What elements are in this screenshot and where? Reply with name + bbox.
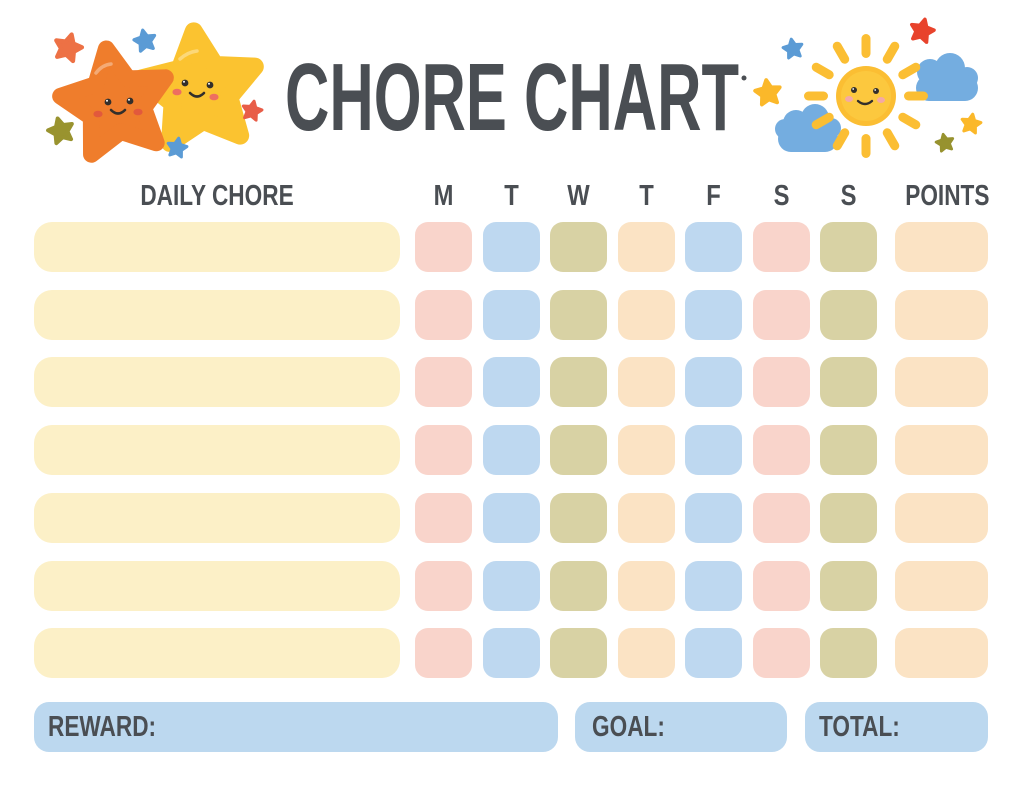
day-checkbox-row6-col4[interactable] [617,561,675,611]
day-checkbox-row5-col4[interactable] [617,493,675,543]
day-checkbox-row6-col2[interactable] [482,561,540,611]
day-header-1: M [433,180,454,212]
day-checkbox-row1-col6[interactable] [752,222,810,272]
day-checkbox-row4-col3[interactable] [550,425,607,475]
points-field-row7[interactable] [895,628,988,678]
small-olive-star-icon [935,132,955,151]
small-yellow-star-icon [754,78,782,105]
chore-name-field-row2[interactable] [34,290,400,340]
day-checkbox-row7-col7[interactable] [820,628,877,678]
day-checkbox-row5-col7[interactable] [820,493,877,543]
sun-rays [804,34,928,158]
day-checkbox-row7-col5[interactable] [685,628,742,678]
reward-field[interactable]: REWARD: [34,702,558,752]
day-checkbox-row5-col3[interactable] [550,493,607,543]
day-checkbox-row3-col2[interactable] [482,357,540,407]
day-checkbox-row1-col7[interactable] [820,222,877,272]
day-checkbox-row3-col7[interactable] [820,357,877,407]
day-checkbox-row2-col4[interactable] [617,290,675,340]
small-orange-star-icon [52,31,84,62]
day-checkbox-row5-col5[interactable] [685,493,742,543]
small-red-star-icon [909,17,936,44]
day-checkbox-row4-col2[interactable] [482,425,540,475]
day-checkbox-row7-col2[interactable] [482,628,540,678]
day-checkbox-row5-col6[interactable] [752,493,810,543]
points-field-row1[interactable] [895,222,988,272]
sun-icon [836,66,896,126]
day-checkbox-row6-col3[interactable] [550,561,607,611]
day-checkbox-row4-col1[interactable] [415,425,472,475]
day-checkbox-row7-col3[interactable] [550,628,607,678]
day-checkbox-row2-col1[interactable] [415,290,472,340]
day-checkbox-row1-col3[interactable] [550,222,607,272]
day-checkbox-row4-col5[interactable] [685,425,742,475]
day-checkbox-row4-col4[interactable] [617,425,675,475]
day-header-2: T [503,180,519,212]
day-checkbox-row6-col5[interactable] [685,561,742,611]
day-checkbox-row1-col5[interactable] [685,222,742,272]
reward-label: REWARD: [48,710,157,743]
small-olive-star-icon [46,115,76,144]
goal-field[interactable]: GOAL: [575,702,787,752]
day-checkbox-row2-col2[interactable] [482,290,540,340]
day-checkbox-row3-col5[interactable] [685,357,742,407]
chore-name-field-row3[interactable] [34,357,400,407]
day-checkbox-row7-col6[interactable] [752,628,810,678]
star-highlight [178,49,199,61]
day-checkbox-row7-col4[interactable] [617,628,675,678]
points-field-row3[interactable] [895,357,988,407]
star-highlight [94,62,113,75]
points-header: POINTS [905,180,990,212]
points-field-row4[interactable] [895,425,988,475]
day-header-7: S [840,180,857,212]
total-label: TOTAL: [819,710,900,743]
day-checkbox-row5-col2[interactable] [482,493,540,543]
day-checkbox-row1-col1[interactable] [415,222,472,272]
day-header-5: F [706,180,721,212]
daily-chore-header: DAILY CHORE [140,180,294,212]
day-checkbox-row3-col4[interactable] [617,357,675,407]
page-title: CHORE CHART [285,44,739,151]
day-header-3: W [567,180,590,212]
day-checkbox-row3-col3[interactable] [550,357,607,407]
day-checkbox-row1-col4[interactable] [617,222,675,272]
chore-name-field-row4[interactable] [34,425,400,475]
points-field-row6[interactable] [895,561,988,611]
day-checkbox-row2-col7[interactable] [820,290,877,340]
day-checkbox-row7-col1[interactable] [415,628,472,678]
points-field-row5[interactable] [895,493,988,543]
cloud-icon [916,53,978,101]
small-blue-star-icon [132,28,157,52]
day-checkbox-row2-col6[interactable] [752,290,810,340]
day-checkbox-row3-col1[interactable] [415,357,472,407]
small-yellow-star-icon [960,113,982,134]
chore-name-field-row1[interactable] [34,222,400,272]
tiny-dot [741,75,747,81]
chore-name-field-row7[interactable] [34,628,400,678]
smiling-sun-with-clouds-icon [741,5,1024,158]
day-checkbox-row6-col6[interactable] [752,561,810,611]
day-header-4: T [638,180,654,212]
day-checkbox-row6-col1[interactable] [415,561,472,611]
chore-name-field-row5[interactable] [34,493,400,543]
day-checkbox-row5-col1[interactable] [415,493,472,543]
total-field[interactable]: TOTAL: [805,702,988,752]
two-smiling-stars-icon [30,15,285,170]
small-blue-star-icon [782,38,804,59]
day-checkbox-row2-col3[interactable] [550,290,607,340]
day-checkbox-row2-col5[interactable] [685,290,742,340]
day-checkbox-row4-col7[interactable] [820,425,877,475]
day-checkbox-row1-col2[interactable] [482,222,540,272]
day-checkbox-row6-col7[interactable] [820,561,877,611]
cloud-icon [775,104,841,152]
orange-star-face [93,97,143,118]
day-checkbox-row3-col6[interactable] [752,357,810,407]
goal-label: GOAL: [592,710,665,743]
day-checkbox-row4-col6[interactable] [752,425,810,475]
day-header-6: S [773,180,789,212]
yellow-star-face [172,79,219,101]
chore-name-field-row6[interactable] [34,561,400,611]
points-field-row2[interactable] [895,290,988,340]
